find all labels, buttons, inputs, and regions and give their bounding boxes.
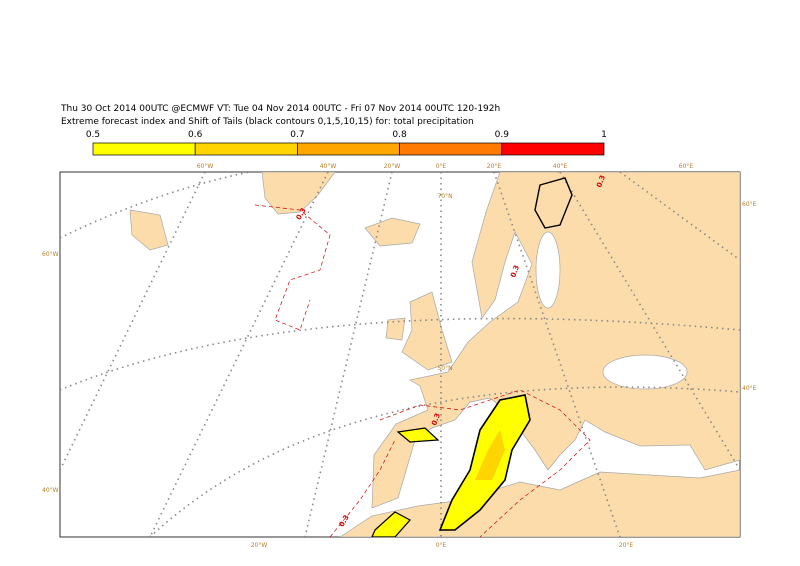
efi-area — [371, 511, 411, 537]
colorbar-tick-label: 1 — [601, 130, 607, 140]
colorbar: 0.5 0.6 0.7 0.8 0.9 1 — [86, 130, 607, 156]
land — [364, 217, 421, 247]
colorbar-tick-label: 0.7 — [290, 130, 304, 140]
colorbar-segment — [501, 142, 605, 156]
graticule-label: 0°E — [436, 163, 447, 170]
land — [401, 291, 453, 371]
header-line: Thu 30 Oct 2014 00UTC @ECMWF VT: Tue 04 … — [60, 104, 500, 114]
graticule-label: 70°N — [437, 193, 452, 200]
labels: 60°W 40°W 20°W 0°E 20°E 40°E 60°E 60°W 40°W 60°E 4… — [42, 163, 757, 549]
colorbar-tick-label: 0.5 — [86, 130, 100, 140]
sea — [602, 354, 688, 390]
land — [129, 209, 169, 251]
contour-label: 0.3 — [430, 412, 442, 427]
graticule-label: 20°E — [619, 542, 634, 549]
sot-contour — [534, 177, 573, 229]
colorbar-tick-label: 0.9 — [495, 130, 510, 140]
graticule-label: 60°W — [42, 251, 59, 258]
sea — [535, 231, 561, 309]
graticule-label: 20°W — [384, 163, 401, 170]
graticule-label: 20°E — [487, 163, 502, 170]
contour-label: 0.3 — [509, 264, 521, 279]
colorbar-segment — [297, 142, 400, 156]
header-line: Extreme forecast index and Shift of Tail… — [61, 117, 474, 127]
graticule-label: 50°N — [437, 365, 452, 372]
graticule-label: 40°W — [320, 163, 337, 170]
map — [59, 171, 741, 538]
graticule-label: 40°E — [553, 163, 568, 170]
graticule-label: 0°E — [436, 542, 447, 549]
colorbar-segment — [399, 142, 503, 156]
efi-contour — [254, 204, 591, 537]
land — [385, 317, 406, 341]
colorbar-segment — [194, 142, 298, 156]
graticule-label: 60°W — [197, 163, 214, 170]
graticule-label: 20°W — [251, 542, 268, 549]
colorbar-tick-label: 0.8 — [392, 130, 407, 140]
colorbar-tick-label: 0.6 — [188, 130, 203, 140]
efi-area — [396, 427, 440, 443]
contour-label: 0.3 — [595, 174, 607, 189]
land — [339, 469, 740, 537]
graticule-label: 60°E — [679, 163, 694, 170]
graticule-label: 40°W — [42, 487, 59, 494]
graticule-label: 60°E — [742, 201, 757, 208]
land — [261, 172, 336, 215]
efi-area — [475, 430, 505, 480]
land — [371, 172, 740, 509]
colorbar-segment — [92, 142, 196, 156]
graticule-label: 40°E — [742, 385, 757, 392]
